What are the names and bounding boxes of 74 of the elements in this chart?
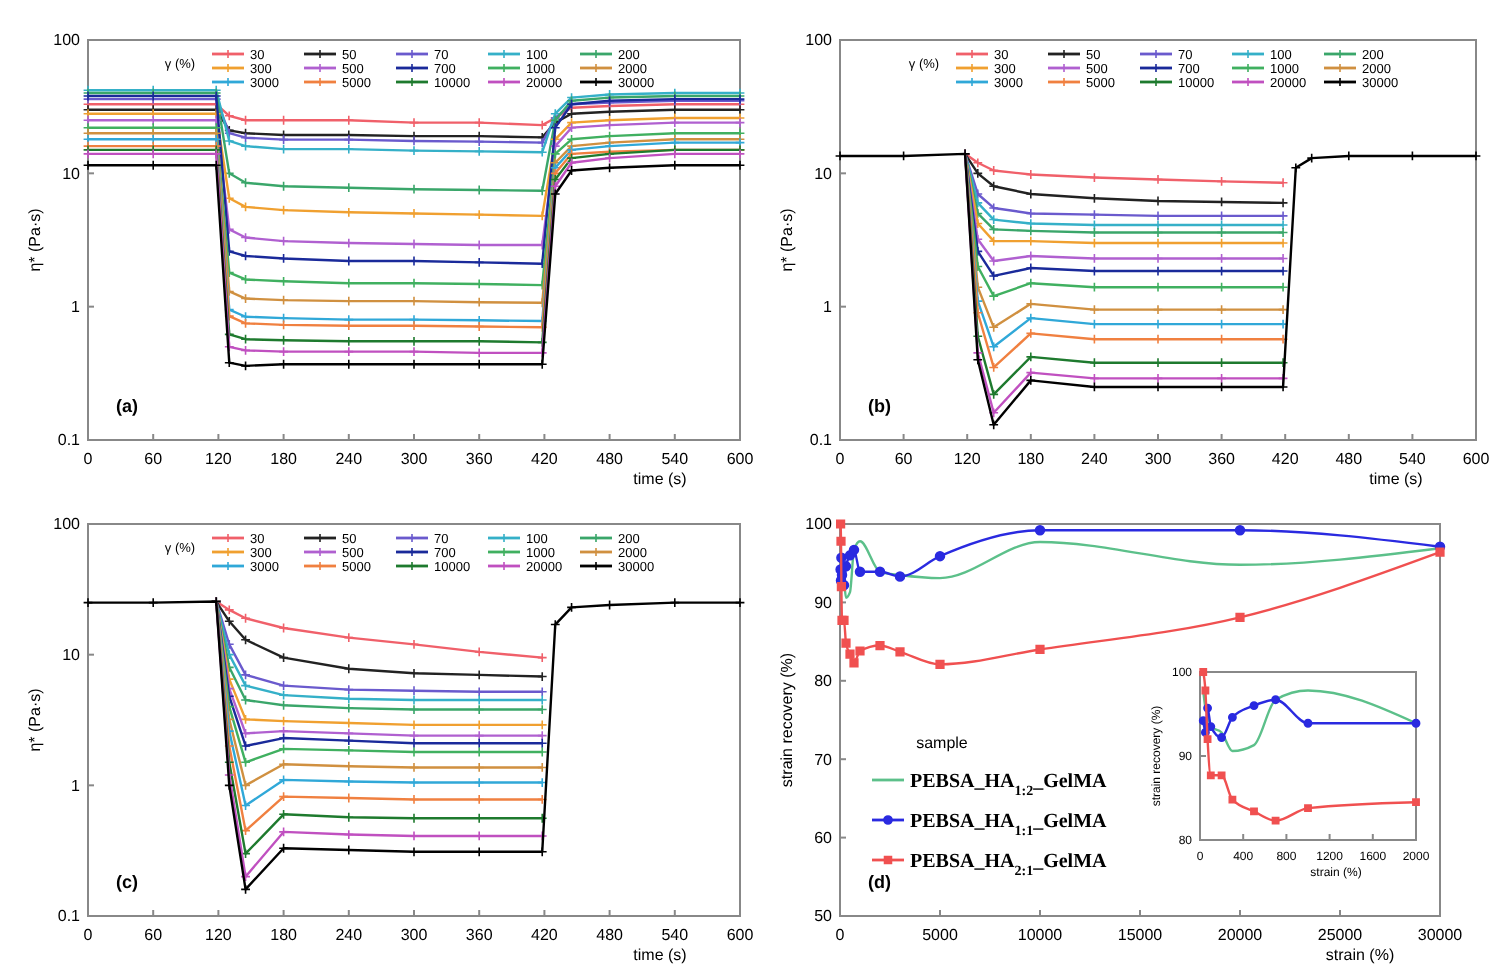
x-tick-label: 60 — [144, 926, 164, 944]
x-tick-label: 0 — [83, 450, 94, 468]
x-tick-label: 30000 — [1417, 926, 1464, 944]
y-tick-label: 50 — [814, 907, 834, 926]
y-tick-label: 1 — [71, 776, 82, 795]
x-tick-label: 240 — [335, 926, 364, 944]
x-tick-label: 120 — [205, 450, 233, 468]
y-tick-label: 100 — [53, 31, 82, 50]
legend-label: PEBSA_HA$_{2:1}$_GelMA — [910, 851, 1109, 879]
y-axis-title: η* (Pa·s) — [26, 687, 44, 752]
x-tick-label: 480 — [1335, 450, 1364, 468]
legend-title: sample — [916, 734, 969, 752]
annotation: (c) — [116, 872, 138, 892]
y-tick-label: 100 — [53, 515, 82, 534]
x-tick-label: 120 — [205, 926, 233, 944]
x-tick-label: 25000 — [1317, 926, 1364, 944]
y-tick-label: 60 — [814, 828, 834, 847]
x-tick-label: 600 — [1462, 450, 1491, 468]
y-tick-label: 100 — [805, 515, 834, 534]
x-tick-label: 20000 — [1217, 926, 1264, 944]
x-tick-label: 420 — [1271, 450, 1300, 468]
y-tick-label: 100 — [805, 31, 834, 50]
x-tick-label: 480 — [596, 450, 625, 468]
y-tick-label: 80 — [814, 672, 834, 691]
y-tick-label: 0.1 — [57, 907, 82, 926]
x-tick-label: 10000 — [1017, 926, 1064, 944]
x-tick-label: 300 — [1144, 450, 1173, 468]
x-axis-title: time (s) — [633, 470, 688, 488]
x-tick-label: 600 — [726, 450, 755, 468]
y-tick-label: 10 — [62, 164, 82, 183]
y-tick-label: 90 — [814, 593, 834, 612]
legend-label: PEBSA_HA$_{1:1}$_GelMA — [910, 811, 1109, 839]
x-tick-label: 540 — [1399, 450, 1427, 468]
annotation: (b) — [868, 396, 891, 416]
x-tick-label: 360 — [465, 926, 494, 944]
y-tick-label: 1 — [71, 298, 82, 316]
x-tick-label: 540 — [661, 926, 690, 944]
x-tick-label: 240 — [335, 450, 364, 468]
x-tick-label: 5000 — [922, 926, 959, 944]
annotation: (a) — [116, 396, 138, 416]
x-tick-label: 180 — [270, 926, 299, 944]
x-tick-label: 600 — [726, 926, 755, 944]
y-tick-label: 10 — [62, 646, 82, 664]
x-tick-label: 360 — [1208, 450, 1237, 468]
y-tick-label: 0.1 — [809, 431, 834, 450]
x-tick-label: 120 — [953, 450, 982, 468]
y-tick-label: 1 — [823, 298, 834, 316]
y-axis-title: η* (Pa·s) — [26, 207, 44, 272]
x-tick-label: 420 — [531, 450, 559, 468]
y-tick-label: 10 — [814, 164, 834, 183]
x-tick-label: 300 — [400, 450, 429, 468]
y-tick-label: 70 — [814, 750, 834, 769]
y-axis-title: η* (Pa·s) — [778, 207, 796, 272]
x-axis-title: strain (%) — [1325, 946, 1395, 964]
x-tick-label: 480 — [596, 926, 625, 944]
x-tick-label: 360 — [465, 450, 494, 468]
annotation: (d) — [868, 872, 891, 892]
x-tick-label: 180 — [270, 450, 299, 468]
x-tick-label: 240 — [1081, 450, 1109, 468]
x-tick-label: 60 — [144, 450, 164, 468]
x-tick-label: 300 — [400, 926, 429, 944]
x-tick-label: 0 — [835, 926, 846, 944]
x-axis-title: time (s) — [1369, 470, 1424, 488]
x-tick-label: 0 — [835, 450, 846, 468]
x-tick-label: 15000 — [1117, 926, 1164, 944]
x-tick-label: 60 — [894, 450, 914, 468]
y-tick-label: 0.1 — [57, 431, 82, 450]
legend-label: PEBSA_HA$_{1:2}$_GelMA — [910, 771, 1109, 799]
y-axis-title: strain recovery (%) — [778, 652, 796, 788]
x-tick-label: 420 — [531, 926, 559, 944]
x-axis-title: time (s) — [633, 946, 688, 964]
x-tick-label: 0 — [83, 926, 94, 944]
x-tick-label: 540 — [661, 450, 690, 468]
x-tick-label: 180 — [1017, 450, 1046, 468]
